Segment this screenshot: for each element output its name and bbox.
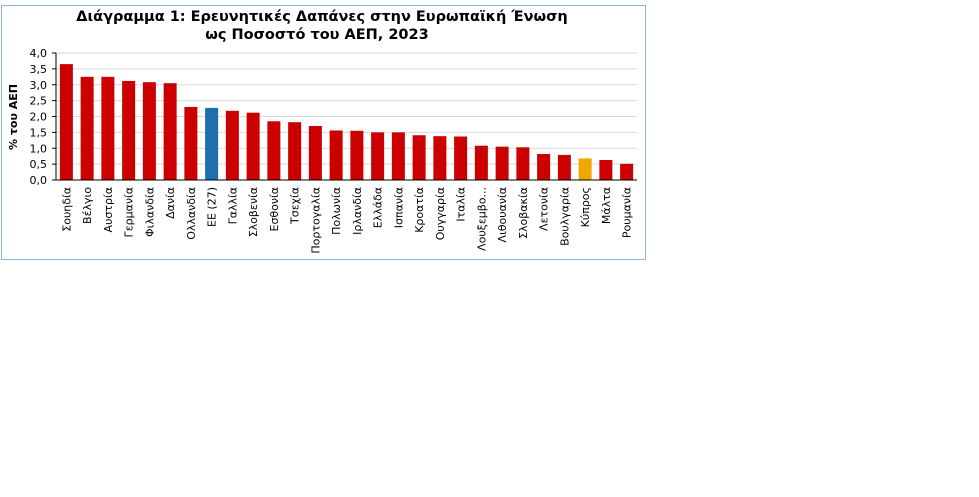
x-tick-label: Κύπρος — [579, 187, 592, 227]
x-tick-label: Σουηδία — [60, 187, 73, 232]
x-tick-label: Ιταλία — [455, 187, 468, 222]
x-tick-label: Ελλάδα — [372, 187, 385, 228]
bar — [122, 80, 136, 180]
bar — [350, 130, 364, 180]
bar — [495, 146, 509, 180]
y-tick-label: 0,5 — [30, 158, 48, 171]
chart-title-line-2: ως Ποσοστό του ΑΕΠ, 2023 — [205, 27, 429, 43]
y-tick-label: 0,0 — [30, 174, 48, 187]
y-axis-label: % του ΑΕΠ — [7, 84, 20, 150]
bar — [288, 122, 302, 180]
y-tick-label: 1,5 — [30, 126, 48, 139]
bar — [537, 153, 551, 180]
x-tick-label: Ιρλανδία — [351, 187, 364, 235]
x-tick-label: Σλοβενία — [247, 187, 260, 237]
bar — [329, 130, 343, 180]
bar — [184, 106, 198, 180]
bar — [371, 132, 385, 180]
y-tick-label: 3,5 — [30, 63, 48, 76]
bar — [433, 136, 447, 180]
bar — [516, 147, 530, 180]
chart-title-line-1: Διάγραμμα 1: Ερευνητικές Δαπάνες στην Ευ… — [76, 9, 568, 25]
x-tick-label: Φιλανδία — [143, 187, 156, 237]
bar — [80, 76, 94, 180]
x-tick-label: Λιθουανία — [496, 187, 509, 242]
x-tick-label: Ρουμανία — [621, 187, 634, 238]
x-tick-label: Ισπανία — [392, 187, 405, 228]
bar — [474, 145, 488, 180]
x-tick-label: Βέλγιο — [81, 187, 94, 224]
x-tick-label: Εσθονία — [268, 187, 281, 232]
x-tick-label: Σλοβακία — [517, 187, 530, 239]
bar — [246, 112, 260, 180]
y-tick-label: 2,5 — [30, 95, 48, 108]
bar — [578, 158, 592, 180]
bar — [101, 76, 115, 180]
bar — [620, 163, 634, 180]
x-tick-label: Πορτογαλία — [309, 187, 322, 254]
x-tick-label: Λουξεμβο... — [475, 187, 488, 251]
bar — [391, 132, 405, 180]
x-tick-label: Γαλλία — [226, 187, 239, 224]
y-tick-label: 1,0 — [30, 142, 48, 155]
bar — [557, 154, 571, 180]
bars — [59, 64, 634, 180]
bar — [454, 136, 468, 180]
bar — [142, 82, 156, 180]
x-tick-label: Βουλγαρία — [558, 187, 571, 246]
x-tick-label: Πολωνία — [330, 187, 343, 235]
x-tick-label: Γερμανία — [123, 187, 136, 237]
bar — [308, 126, 322, 180]
x-tick-label: Δανία — [164, 187, 177, 219]
x-tick-label: Ουγγαρία — [434, 187, 447, 240]
x-tick-label: Τσεχία — [289, 187, 302, 225]
x-tick-label: ΕΕ (27) — [206, 187, 219, 227]
y-tick-labels: 0,0 0,5 1,0 1,5 2,0 2,5 3,0 3,5 4,0 — [30, 47, 56, 187]
bar — [599, 159, 613, 180]
bar — [205, 107, 219, 180]
x-tick-label: Λετονία — [538, 187, 551, 231]
bar — [163, 83, 177, 180]
y-tick-label: 2,0 — [30, 111, 48, 124]
x-tick-label: Αυστρία — [102, 187, 115, 232]
chart-title: Διάγραμμα 1: Ερευνητικές Δαπάνες στην Ευ… — [0, 8, 646, 44]
x-tick-label: Κροατία — [413, 187, 426, 233]
y-tick-label: 3,0 — [30, 79, 48, 92]
bar — [59, 64, 73, 180]
x-tick-label: Ολλανδία — [185, 187, 198, 240]
bar — [267, 121, 281, 180]
bar — [412, 135, 426, 180]
y-tick-label: 4,0 — [30, 47, 48, 60]
x-tick-label: Μάλτα — [600, 187, 613, 224]
bar — [225, 110, 239, 180]
x-tick-labels: Σουηδία Βέλγιο Αυστρία Γερμανία Φιλανδία Δανί… — [60, 187, 633, 254]
